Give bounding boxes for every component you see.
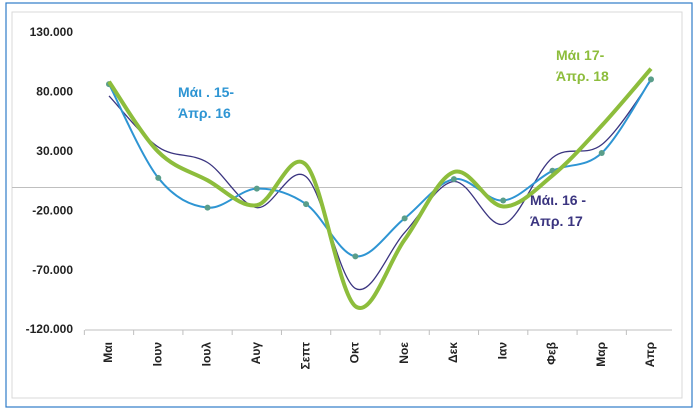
y-tick-label: -20.000	[32, 203, 73, 217]
y-tick-label: -120.000	[26, 322, 74, 336]
x-tick-label: Απρ	[643, 342, 657, 367]
point	[450, 176, 457, 183]
point	[155, 174, 162, 181]
x-tick-label: Δεκ	[446, 342, 460, 363]
point	[352, 253, 359, 260]
point	[598, 149, 605, 156]
x-tick-label: Ιαν	[495, 342, 509, 360]
x-tick-label: Φεβ	[545, 342, 559, 365]
point	[401, 215, 408, 222]
series-line	[108, 80, 652, 291]
x-tick-label: Ιουλ	[200, 342, 214, 367]
x-tick-label: Νοε	[397, 342, 411, 364]
chart-border	[11, 11, 683, 399]
y-tick-label: 80.000	[36, 85, 73, 99]
y-tick-label: -70.000	[32, 263, 73, 277]
y-tick-label: 130.000	[30, 25, 74, 39]
point	[303, 201, 310, 208]
x-tick-label: Οκτ	[348, 341, 362, 363]
series-label: Μάι . 15- Άπρ. 16	[178, 84, 235, 121]
series-label: Μάι. 16 - Άπρ. 17	[530, 192, 587, 229]
x-tick-label: Αυγ	[249, 342, 263, 365]
point	[204, 204, 211, 211]
point	[500, 197, 507, 204]
x-tick-label: Μαι	[101, 342, 115, 363]
series-line	[107, 67, 653, 310]
x-tick-label: Σεπτ	[298, 341, 312, 369]
frame	[5, 2, 693, 408]
x-tick-label: Ιουν	[150, 342, 164, 367]
x-tick-label: Μαρ	[594, 342, 608, 367]
point	[648, 76, 654, 83]
y-tick-label: 30.000	[36, 144, 73, 158]
point	[253, 185, 260, 192]
series-label: Μάι 17- Άπρ. 18	[556, 47, 609, 84]
